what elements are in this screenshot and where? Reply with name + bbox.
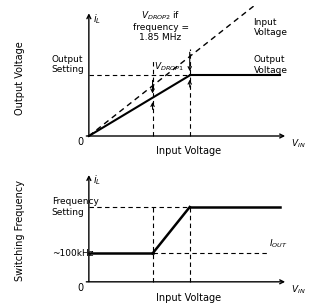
Text: Output
Voltage: Output Voltage [253, 55, 288, 75]
Text: $V_{DROP2}$ if
frequency =
1.85 MHz: $V_{DROP2}$ if frequency = 1.85 MHz [132, 9, 189, 42]
Text: Input Voltage: Input Voltage [156, 146, 221, 156]
Text: Input Voltage: Input Voltage [156, 293, 221, 303]
Text: $V_{IN}$: $V_{IN}$ [291, 138, 305, 150]
Text: $i_L$: $i_L$ [93, 12, 101, 26]
Text: Frequency
Setting: Frequency Setting [52, 197, 99, 217]
Text: ~100kHz: ~100kHz [52, 249, 93, 258]
Text: $V_{IN}$: $V_{IN}$ [291, 283, 305, 296]
Text: Input
Voltage: Input Voltage [253, 18, 288, 37]
Text: Output
Setting: Output Setting [52, 55, 84, 74]
Text: Output Voltage: Output Voltage [15, 41, 25, 115]
Text: 0: 0 [77, 283, 83, 293]
Text: $I_{OUT}$: $I_{OUT}$ [269, 237, 288, 250]
Text: Switching Frequency: Switching Frequency [15, 180, 25, 281]
Text: 0: 0 [77, 138, 83, 147]
Text: $V_{DROP1}$: $V_{DROP1}$ [154, 61, 184, 73]
Text: $i_L$: $i_L$ [93, 173, 101, 187]
